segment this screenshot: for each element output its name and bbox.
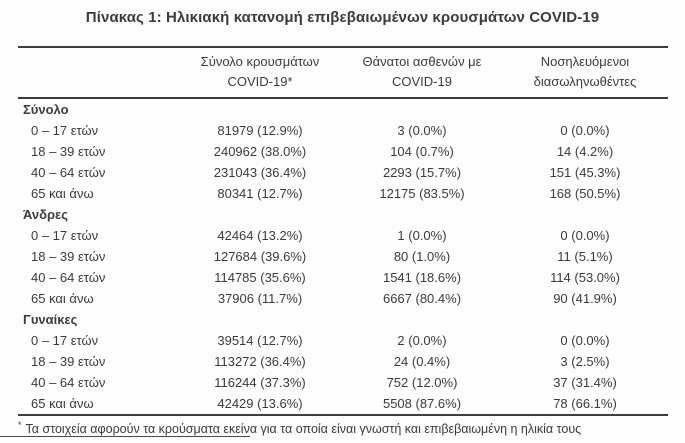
deaths-cell: 1541 (18.6%) xyxy=(382,270,462,285)
deaths-cell: 104 (0.7%) xyxy=(390,144,454,159)
cases-cell: 127684 (39.6%) xyxy=(213,249,307,264)
header-deaths-line2: COVID-19 xyxy=(392,74,452,89)
age-row-label: 65 και άνω xyxy=(31,186,94,201)
header-intubated-line2: διασωληνωθέντες xyxy=(533,74,637,89)
deaths-cell: 12175 (83.5%) xyxy=(379,186,465,201)
header-row: Σύνολο κρουσμάτων COVID-19* Θάνατοι ασθε… xyxy=(18,46,668,99)
header-total-cases: Σύνολο κρουσμάτων COVID-19* xyxy=(178,46,342,99)
table-row: 18 – 39 ετών 240962 (38.0%) 104 (0.7%) 1… xyxy=(18,141,668,162)
intubated-cell: 3 (2.5%) xyxy=(560,354,610,369)
intubated-cell: 78 (66.1%) xyxy=(502,393,668,416)
footnote-text: Τα στοιχεία αφορούν τα κρούσματα εκείνα … xyxy=(25,422,582,437)
table-row: 65 και άνω 42429 (13.6%) 5508 (87.6%) 78… xyxy=(18,393,668,416)
table-row: 0 – 17 ετών 81979 (12.9%) 3 (0.0%) 0 (0.… xyxy=(18,120,668,141)
age-row-label: 40 – 64 ετών xyxy=(31,375,106,390)
intubated-cell: 0 (0.0%) xyxy=(560,228,610,243)
cases-cell: 39514 (12.7%) xyxy=(217,333,303,348)
deaths-cell: 3 (0.0%) xyxy=(397,123,447,138)
header-intubated: Νοσηλευόμενοι διασωληνωθέντες xyxy=(502,46,668,99)
cases-cell: 42429 (13.6%) xyxy=(178,393,342,416)
cases-cell: 37906 (11.7%) xyxy=(217,291,303,306)
footnote-separator-line xyxy=(0,436,250,437)
age-row-label: 0 – 17 ετών xyxy=(31,333,99,348)
deaths-cell: 1 (0.0%) xyxy=(397,228,447,243)
intubated-cell: 37 (31.4%) xyxy=(553,375,617,390)
age-row-label: 0 – 17 ετών xyxy=(31,228,99,243)
age-row-label: 18 – 39 ετών xyxy=(31,249,106,264)
table-row: 65 και άνω 37906 (11.7%) 6667 (80.4%) 90… xyxy=(18,288,668,309)
section-label: Σύνολο xyxy=(23,102,69,117)
cases-cell: 240962 (38.0%) xyxy=(213,144,307,159)
table-row: 0 – 17 ετών 42464 (13.2%) 1 (0.0%) 0 (0.… xyxy=(18,225,668,246)
deaths-cell: 6667 (80.4%) xyxy=(382,291,462,306)
age-row-label: 65 και άνω xyxy=(18,393,178,416)
header-deaths: Θάνατοι ασθενών με COVID-19 xyxy=(342,46,502,99)
age-row-label: 0 – 17 ετών xyxy=(31,123,99,138)
section-label: Γυναίκες xyxy=(23,312,78,327)
cases-cell: 113272 (36.4%) xyxy=(214,354,306,369)
header-empty-cell xyxy=(18,46,178,99)
cases-cell: 42464 (13.2%) xyxy=(217,228,303,243)
table-row: 0 – 17 ετών 39514 (12.7%) 2 (0.0%) 0 (0.… xyxy=(18,330,668,351)
cases-cell: 80341 (12.7%) xyxy=(217,186,303,201)
table-title: Πίνακας 1: Ηλικιακή κατανομή επιβεβαιωμέ… xyxy=(85,9,600,26)
cases-cell: 116244 (37.3%) xyxy=(214,375,306,390)
footnote-asterisk: * xyxy=(18,420,22,430)
intubated-cell: 11 (5.1%) xyxy=(557,249,613,264)
deaths-cell: 2293 (15.7%) xyxy=(382,165,462,180)
age-row-label: 40 – 64 ετών xyxy=(31,165,106,180)
header-total-cases-line2: COVID-19* xyxy=(227,74,293,89)
header-deaths-line1: Θάνατοι ασθενών με xyxy=(362,54,482,69)
deaths-cell: 752 (12.0%) xyxy=(386,375,458,390)
section-header-total: Σύνολο xyxy=(18,98,668,120)
section-header-men: Άνδρες xyxy=(18,204,668,225)
age-row-label: 40 – 64 ετών xyxy=(31,270,106,285)
intubated-cell: 168 (50.5%) xyxy=(549,186,621,201)
table-row: 18 – 39 ετών 127684 (39.6%) 80 (1.0%) 11… xyxy=(18,246,668,267)
age-row-label: 18 – 39 ετών xyxy=(31,144,106,159)
age-row-label: 18 – 39 ετών xyxy=(31,354,106,369)
intubated-cell: 114 (53.0%) xyxy=(550,270,620,285)
cases-cell: 231043 (36.4%) xyxy=(213,165,307,180)
footnote: * Τα στοιχεία αφορούν τα κρούσματα εκείνα… xyxy=(18,417,668,437)
section-label: Άνδρες xyxy=(23,207,68,222)
table-row: 40 – 64 ετών 116244 (37.3%) 752 (12.0%) … xyxy=(18,372,668,393)
header-intubated-line1: Νοσηλευόμενοι xyxy=(540,54,630,69)
header-total-cases-line1: Σύνολο κρουσμάτων xyxy=(200,54,320,69)
intubated-cell: 0 (0.0%) xyxy=(560,123,610,138)
deaths-cell: 24 (0.4%) xyxy=(393,354,451,369)
age-row-label: 65 και άνω xyxy=(31,291,94,306)
table-row: 18 – 39 ετών 113272 (36.4%) 24 (0.4%) 3 … xyxy=(18,351,668,372)
cases-cell: 81979 (12.9%) xyxy=(217,123,303,138)
table-row: 40 – 64 ετών 114785 (35.6%) 1541 (18.6%)… xyxy=(18,267,668,288)
table-row: 65 και άνω 80341 (12.7%) 12175 (83.5%) 1… xyxy=(18,183,668,204)
deaths-cell: 2 (0.0%) xyxy=(397,333,447,348)
intubated-cell: 151 (45.3%) xyxy=(549,165,621,180)
deaths-cell: 5508 (87.6%) xyxy=(342,393,502,416)
intubated-cell: 90 (41.9%) xyxy=(553,291,617,306)
intubated-cell: 0 (0.0%) xyxy=(560,333,610,348)
section-header-women: Γυναίκες xyxy=(18,309,668,330)
covid-age-table: Σύνολο κρουσμάτων COVID-19* Θάνατοι ασθε… xyxy=(18,46,668,416)
intubated-cell: 14 (4.2%) xyxy=(556,144,614,159)
cases-cell: 114785 (35.6%) xyxy=(214,270,306,285)
table-row: 40 – 64 ετών 231043 (36.4%) 2293 (15.7%)… xyxy=(18,162,668,183)
deaths-cell: 80 (1.0%) xyxy=(393,249,451,264)
